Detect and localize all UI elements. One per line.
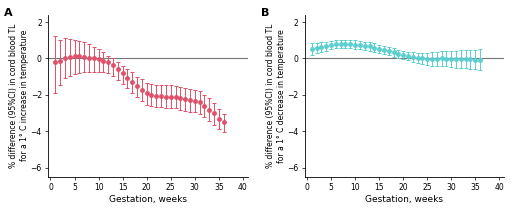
Y-axis label: % difference (95%CI) in cord blood TL
for a 1° C decrease in temperature: % difference (95%CI) in cord blood TL fo… [266, 24, 286, 168]
Y-axis label: % difference (95%CI) in cord blood TL
for a 1° C increase in temperature: % difference (95%CI) in cord blood TL fo… [9, 24, 29, 168]
Text: B: B [261, 8, 269, 18]
X-axis label: Gestation, weeks: Gestation, weeks [109, 195, 187, 204]
Text: A: A [4, 8, 13, 18]
X-axis label: Gestation, weeks: Gestation, weeks [365, 195, 443, 204]
